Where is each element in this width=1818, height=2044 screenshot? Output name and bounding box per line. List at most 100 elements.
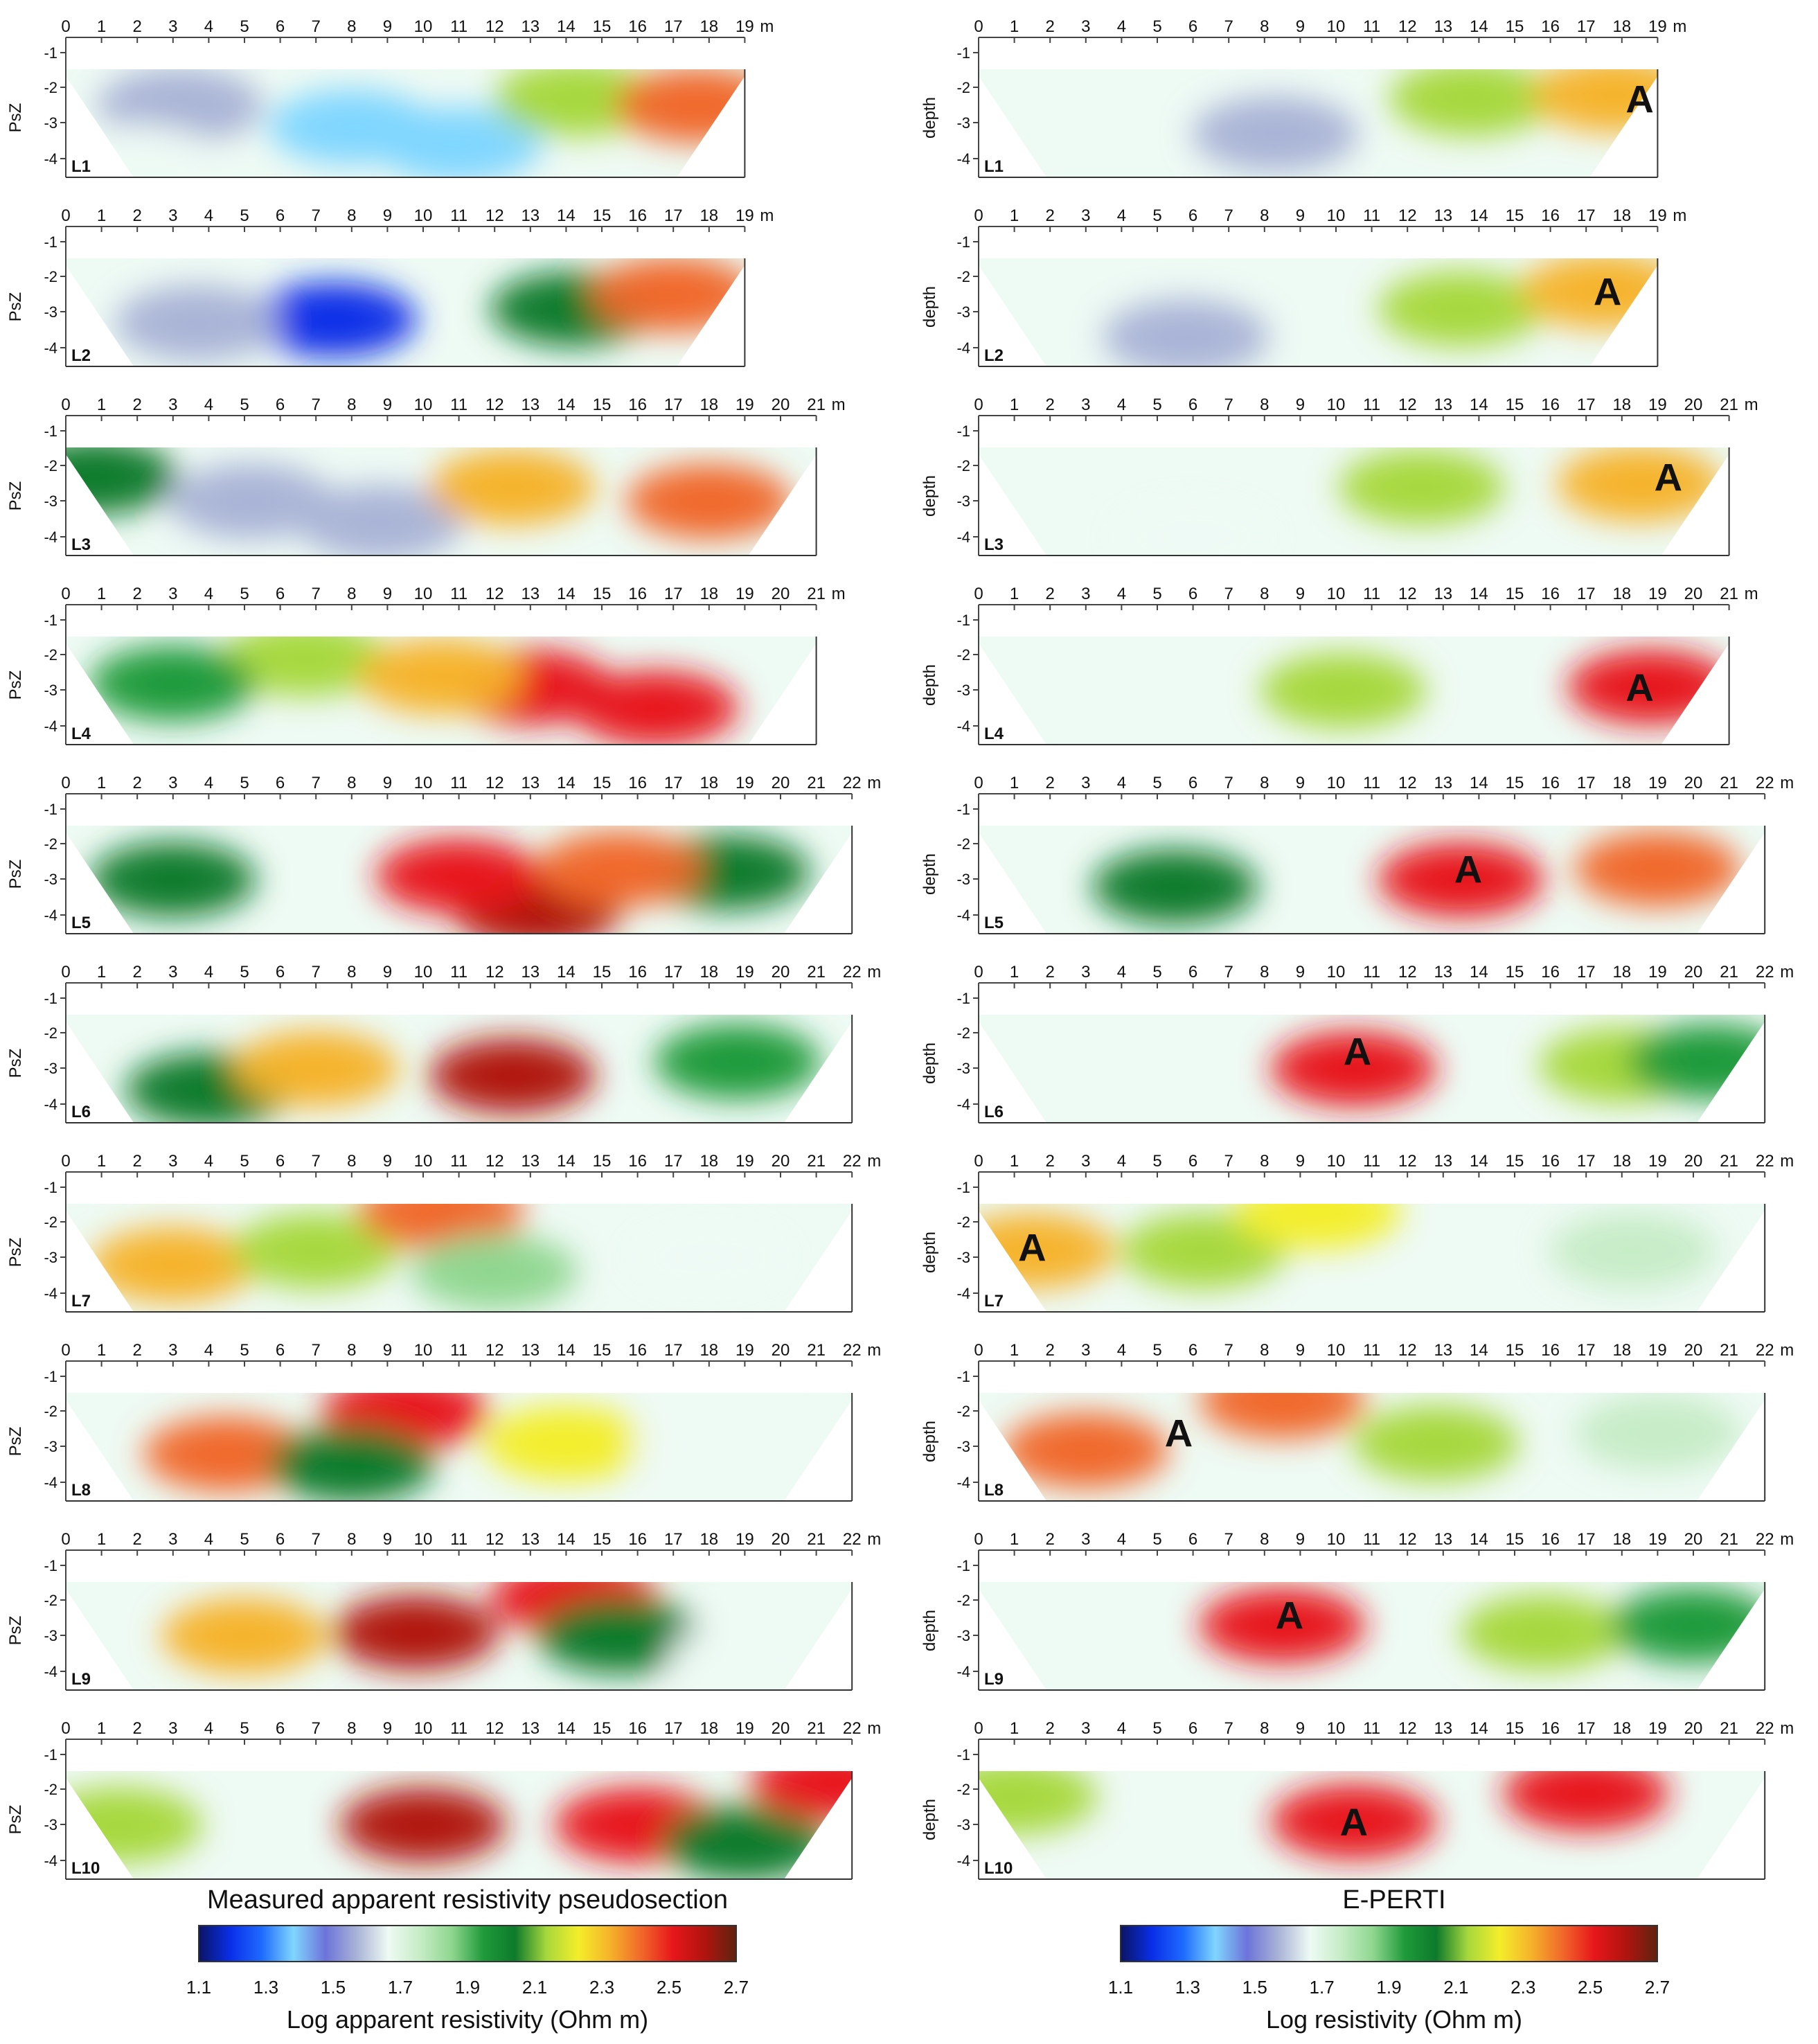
x-tick-label: 20 [772, 774, 790, 792]
eperti-panel-l9: 0 1 2 3 4 5 6 7 8 9 10 11 12 13 14 15 16 17 18 19 20 21 22 m-1-… [920, 1530, 1794, 1691]
x-tick-label: 18 [699, 396, 718, 414]
x-tick-label: 0 [974, 1530, 983, 1549]
y-tick-label: -2 [44, 268, 57, 285]
x-tick-label: 7 [1224, 1719, 1233, 1738]
x-tick-label: 4 [204, 396, 213, 414]
resistivity-contour-core [599, 1806, 676, 1845]
resistivity-contour-core [402, 1204, 479, 1232]
x-tick-label: 17 [664, 774, 683, 792]
x-tick-label: 15 [1506, 585, 1524, 603]
y-tick-label: -3 [44, 114, 57, 132]
x-tick-label: 2 [133, 963, 142, 981]
x-tick-label: 16 [628, 206, 647, 225]
y-tick-label: -3 [956, 1060, 970, 1077]
x-tick-label: 17 [1577, 963, 1596, 981]
x-tick-label: 18 [1612, 206, 1631, 225]
resistivity-contour-core [206, 1617, 283, 1655]
x-tick-label: 9 [1296, 1530, 1305, 1549]
y-tick-label: -1 [956, 44, 970, 62]
x-tick-label: 0 [974, 585, 983, 603]
x-tick-label: 15 [593, 585, 612, 603]
x-tick-label: 17 [1577, 774, 1596, 792]
x-tick-label: 19 [1648, 1530, 1667, 1549]
measured-panel-l4: 0 1 2 3 4 5 6 7 8 9 10 11 12 13 14 15 16 17 18 19 20 21 m-1-2-… [6, 585, 846, 745]
x-tick-label: 7 [312, 17, 321, 36]
x-tick-label: 14 [557, 396, 576, 414]
x-tick-label: 9 [1296, 396, 1305, 414]
y-tick-label: -1 [44, 233, 57, 251]
x-tick-label: 20 [772, 396, 790, 414]
colorbar-tick-label: 2.5 [1578, 1977, 1603, 1998]
y-tick-label: -4 [956, 1663, 970, 1680]
x-tick-label: 20 [1684, 963, 1703, 981]
x-tick-label: 2 [1046, 774, 1055, 792]
y-tick-label: -4 [956, 1285, 970, 1302]
x-tick-label: 11 [450, 1719, 467, 1738]
resistivity-contour-core [528, 1423, 605, 1463]
x-tick-label: 12 [485, 206, 504, 225]
x-tick-label: 12 [485, 963, 504, 981]
x-tick-label: 15 [1506, 1152, 1524, 1171]
x-tick-label: 12 [485, 774, 504, 792]
x-tick-label: 0 [61, 396, 70, 414]
y-tick-label: -3 [956, 492, 970, 510]
eperti-panel-l2: 0 1 2 3 4 5 6 7 8 9 10 11 12 13 14 15 16 17 18 19 m-1-2-3-4d… [920, 206, 1686, 367]
y-tick-label: -2 [44, 79, 57, 96]
x-tick-label: 3 [1081, 1152, 1090, 1171]
resistivity-contour-core [1655, 1606, 1731, 1645]
colorbar-tick-label: 1.1 [186, 1977, 211, 1998]
y-tick-label: -1 [956, 1746, 970, 1763]
eperti-panel-l10: 0 1 2 3 4 5 6 7 8 9 10 11 12 13 14 15 16 17 18 19 20 21 22 m-1-… [920, 1719, 1794, 1880]
x-tick-label: 1 [97, 396, 106, 414]
x-tick-label: 5 [240, 1719, 249, 1738]
x-tick-label: 11 [1363, 206, 1380, 225]
x-tick-label: 4 [204, 963, 213, 981]
profile-label: L4 [984, 725, 1004, 743]
x-tick-label: 8 [1260, 1530, 1269, 1549]
x-tick-label: 17 [1577, 1530, 1596, 1549]
resistivity-contour-core [313, 1445, 390, 1484]
x-tick-label: 9 [383, 396, 392, 414]
x-unit-label: m [760, 206, 774, 225]
resistivity-contour-core [581, 849, 658, 889]
x-tick-label: 21 [807, 1152, 826, 1171]
x-tick-label: 4 [204, 585, 213, 603]
x-tick-label: 4 [1117, 206, 1126, 225]
x-tick-label: 10 [414, 17, 433, 36]
x-tick-label: 6 [276, 774, 285, 792]
x-tick-label: 6 [276, 1152, 285, 1171]
x-tick-label: 7 [1224, 585, 1233, 603]
x-tick-label: 19 [736, 17, 754, 36]
y-tick-label: -1 [956, 233, 970, 251]
resistivity-contour-core [670, 1238, 747, 1277]
x-tick-label: 1 [97, 1152, 106, 1171]
x-tick-label: 5 [1152, 396, 1161, 414]
x-unit-label: m [1780, 963, 1794, 981]
x-tick-label: 18 [1612, 585, 1631, 603]
colorbar-tick-label: 1.9 [455, 1977, 480, 1998]
x-tick-label: 9 [1296, 585, 1305, 603]
x-tick-label: 10 [1327, 585, 1346, 603]
anomaly-label: A [1340, 1800, 1368, 1844]
x-tick-label: 16 [628, 1341, 647, 1360]
x-tick-label: 20 [1684, 1341, 1703, 1360]
x-tick-label: 4 [1117, 963, 1126, 981]
x-tick-label: 12 [485, 1341, 504, 1360]
x-tick-label: 12 [1398, 585, 1417, 603]
x-tick-label: 13 [1434, 585, 1452, 603]
resistivity-contour-core [99, 143, 176, 177]
x-unit-label: m [867, 1530, 881, 1549]
x-tick-label: 0 [974, 396, 983, 414]
eperti-panel-l5: 0 1 2 3 4 5 6 7 8 9 10 11 12 13 14 15 16 17 18 19 20 21 22 m-1-… [920, 774, 1794, 934]
x-tick-label: 19 [736, 1341, 754, 1360]
x-tick-label: 14 [1470, 1719, 1488, 1738]
x-tick-label: 16 [628, 585, 647, 603]
x-tick-label: 12 [1398, 1341, 1417, 1360]
y-tick-label: -3 [44, 303, 57, 321]
x-tick-label: 14 [1470, 585, 1488, 603]
y-axis-label: depth [920, 1042, 939, 1084]
resistivity-contour-core [377, 1612, 454, 1652]
x-tick-label: 10 [414, 774, 433, 792]
resistivity-contour-core [420, 856, 497, 896]
x-tick-label: 2 [1046, 963, 1055, 981]
